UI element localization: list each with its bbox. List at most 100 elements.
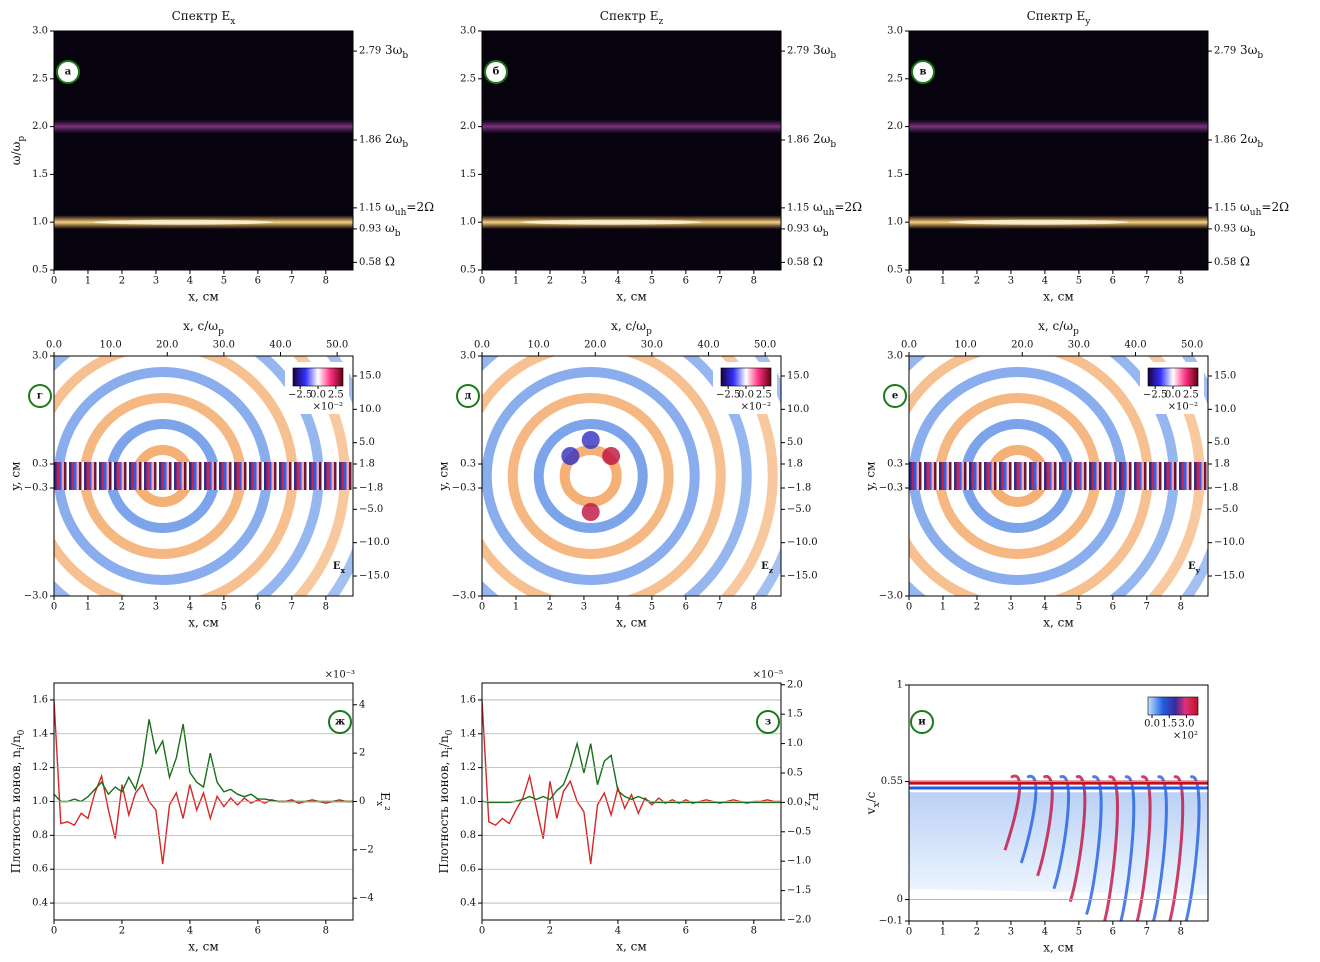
x-tick-label: 6: [255, 602, 261, 613]
y2-tick-label: 1.8: [787, 459, 803, 470]
x-tick-label: 0: [479, 276, 485, 287]
x-tick-label: 5: [1076, 602, 1082, 613]
x-tick-label: 7: [1144, 602, 1150, 613]
beam-stripe: [1051, 462, 1054, 490]
y2-tick-label: 5.0: [359, 437, 375, 448]
x-tick-label: 5: [221, 602, 227, 613]
frequency-annotation-part: b: [830, 139, 836, 149]
wave-ring: [533, 419, 648, 533]
y-tick-label: 0.4: [32, 898, 48, 909]
phase-filament: [1019, 774, 1038, 864]
x-axis-label: x, см: [1043, 616, 1073, 630]
beam-stripe: [276, 462, 279, 490]
x-tick-label: 6: [683, 602, 689, 613]
y-axis-label-part: ω/ω: [9, 141, 23, 165]
x-tick-label: 8: [1178, 602, 1184, 613]
beam-stripe: [99, 462, 102, 490]
beam-stripe: [269, 462, 272, 490]
y-tick-label: 2.0: [460, 121, 476, 132]
spectral-band: [909, 119, 1208, 134]
y2-tick-label: 1.86: [787, 134, 809, 145]
beam-stripe: [61, 462, 64, 490]
beam-stripe: [1156, 462, 1159, 490]
plot-area: [909, 356, 1208, 596]
beam-stripe: [174, 462, 177, 490]
beam-stripe: [314, 462, 317, 490]
beam-stripe: [914, 462, 917, 490]
frequency-annotation-part: 3ω: [813, 43, 831, 57]
x-tick-label: 1: [513, 602, 519, 613]
plot-area: [54, 356, 353, 596]
x2-tick-label: 20.0: [156, 340, 178, 351]
frequency-annotation: Ω: [385, 254, 395, 268]
spectrum-bg: [482, 31, 781, 270]
x-tick-label: 0: [51, 926, 57, 937]
beam-stripe: [1024, 462, 1027, 490]
x-tick-label: 8: [323, 602, 329, 613]
beam-stripe: [951, 462, 954, 490]
beam-stripe: [1114, 462, 1117, 490]
beam-stripe: [281, 462, 284, 490]
beam-stripe: [1056, 462, 1059, 490]
frequency-annotation: ωuh=2Ω: [813, 199, 862, 217]
y2-tick-label: 0.58: [359, 257, 381, 268]
beam-stripe: [304, 462, 307, 490]
beam-stripe: [1184, 462, 1187, 490]
x-tick-label: 2: [119, 926, 125, 937]
panel-badge: [883, 384, 907, 408]
y-tick-label: 2.5: [460, 73, 476, 84]
frequency-annotation-part: b: [402, 139, 408, 149]
colorbar-scale: ×10⁻²: [313, 402, 343, 413]
y2-axis-label-part: ²: [379, 806, 393, 811]
x-tick-label: 0: [906, 927, 912, 938]
beam-stripe: [1119, 462, 1122, 490]
beam-stripe: [204, 462, 207, 490]
x-tick-label: 2: [974, 276, 980, 287]
colorbar-tick-label: 0.0: [1165, 390, 1181, 401]
beam-stripe: [1066, 462, 1069, 490]
y2-tick-label: −1.0: [787, 856, 811, 867]
beam-stripe: [104, 462, 107, 490]
y-axis-label: Плотность ионов, ni/n0: [9, 729, 27, 873]
x-tick-label: 4: [1042, 602, 1048, 613]
y-axis-label-part: i: [17, 747, 27, 750]
beam-stripe: [1106, 462, 1109, 490]
frame: [53, 355, 354, 597]
y-tick-label: 3.0: [32, 26, 48, 37]
y-axis-label: Плотность ионов, ni/n0: [437, 729, 455, 873]
y-axis-label-part: Плотность ионов, n: [437, 750, 451, 874]
wave-ring: [482, 367, 700, 585]
beam-stripe: [944, 462, 947, 490]
panel-letter: а: [65, 67, 72, 78]
x-axis-label: x, см: [188, 616, 218, 630]
colorbar-tick-label: −2.5: [716, 390, 740, 401]
beam-stripe: [1204, 462, 1207, 490]
beam-stripe: [1076, 462, 1079, 490]
beam-stripe: [1096, 462, 1099, 490]
beam-stripe: [1169, 462, 1172, 490]
beam-stripe: [1036, 462, 1039, 490]
y-tick-label: 0.6: [460, 864, 476, 875]
beam-stripe: [1011, 462, 1014, 490]
frequency-annotation: ωuh=2Ω: [385, 199, 434, 217]
x-axis-label: x, см: [616, 616, 646, 630]
x-tick-label: 6: [1110, 276, 1116, 287]
band-core: [948, 219, 1129, 225]
frame: [481, 355, 782, 597]
y-tick-label: 0.8: [460, 830, 476, 841]
beam-stripe: [346, 462, 349, 490]
y2-axis-label: Ez²: [803, 792, 821, 811]
beam-stripe: [959, 462, 962, 490]
beam-stripe: [1159, 462, 1162, 490]
x-tick-label: 2: [974, 927, 980, 938]
beam-stripe: [1136, 462, 1139, 490]
beam-stripe: [1104, 462, 1107, 490]
beam-stripe: [1026, 462, 1029, 490]
x-tick-label: 3: [153, 276, 159, 287]
y2-tick-label: −1.8: [787, 483, 811, 494]
colorbar-tick-label: 2.5: [756, 390, 772, 401]
beam-stripe: [341, 462, 344, 490]
beam-stripe: [144, 462, 147, 490]
panel-badge: [911, 60, 935, 84]
